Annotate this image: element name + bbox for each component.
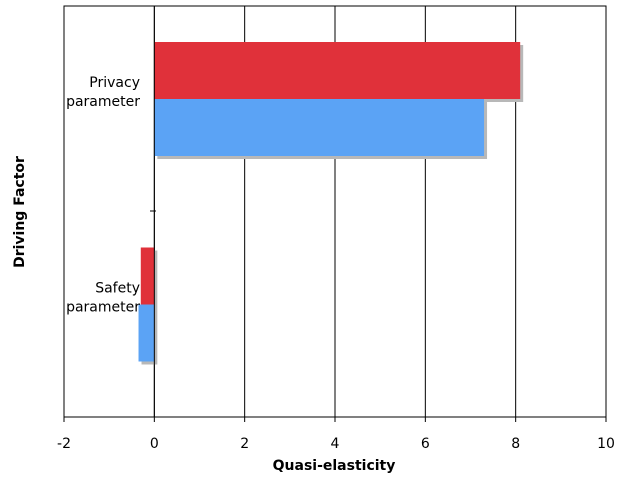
x-tick-label: 0 <box>150 436 159 452</box>
x-tick-label: 4 <box>331 436 340 452</box>
x-tick-label: 10 <box>597 436 615 452</box>
category-label: Privacy <box>89 75 140 91</box>
x-tick-label: -2 <box>57 436 71 452</box>
x-tick-label: 6 <box>421 436 430 452</box>
category-label: parameter <box>66 94 140 110</box>
x-tick-label: 8 <box>511 436 520 452</box>
x-tick-label: 2 <box>240 436 249 452</box>
bar <box>154 42 521 99</box>
bar <box>138 304 155 362</box>
bar <box>140 247 155 305</box>
category-label: parameter <box>66 300 140 316</box>
x-axis-title: Quasi-elasticity <box>273 458 396 474</box>
category-label: Safety <box>95 281 140 297</box>
bar <box>154 99 485 156</box>
y-axis-title: Driving Factor <box>12 156 28 268</box>
